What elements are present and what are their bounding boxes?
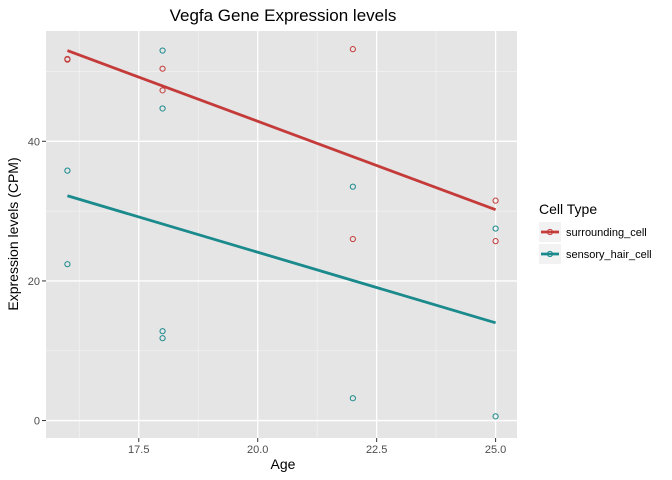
trend-lines bbox=[66, 49, 497, 325]
x-axis-title: Age bbox=[271, 456, 296, 472]
point-surrounding_cell bbox=[492, 197, 499, 204]
trend-line-sensory_hair_cell bbox=[67, 194, 496, 325]
point-sensory_hair_cell bbox=[492, 225, 499, 232]
point-surrounding_cell bbox=[349, 235, 356, 243]
point-sensory_hair_cell bbox=[349, 183, 356, 190]
y-tick-label: 40 bbox=[28, 136, 40, 148]
legend-point-surrounding_cell bbox=[546, 228, 554, 236]
point-sensory_hair_cell bbox=[159, 47, 166, 54]
point-sensory_hair_cell bbox=[159, 105, 166, 112]
point-surrounding_cell bbox=[64, 55, 71, 63]
chart-title: Vegfa Gene Expression levels bbox=[170, 6, 397, 25]
y-tick-label: 0 bbox=[34, 416, 40, 428]
grid bbox=[46, 31, 517, 438]
point-surrounding_cell bbox=[492, 238, 499, 245]
point-surrounding_cell bbox=[159, 87, 166, 94]
point-sensory_hair_cell bbox=[159, 335, 166, 342]
point-surrounding_cell bbox=[349, 46, 356, 53]
legend-title: Cell Type bbox=[539, 201, 597, 217]
x-tick-label: 17.5 bbox=[128, 444, 149, 456]
y-tick-label: 20 bbox=[28, 276, 40, 288]
x-axis: 17.5 20.0 22.5 25.0 bbox=[128, 438, 506, 456]
legend-point-sensory_hair_cell bbox=[546, 250, 554, 258]
point-sensory_hair_cell bbox=[349, 395, 356, 402]
trend-line-surrounding_cell bbox=[66, 49, 497, 212]
x-tick-label: 22.5 bbox=[366, 444, 387, 456]
legend-label-sensory_hair_cell: sensory_hair_cell bbox=[566, 249, 652, 261]
point-sensory_hair_cell bbox=[492, 413, 499, 420]
data-points bbox=[64, 46, 499, 420]
plot-panel bbox=[46, 31, 517, 438]
point-surrounding_cell bbox=[159, 65, 166, 72]
point-sensory_hair_cell bbox=[159, 328, 166, 335]
x-tick-label: 25.0 bbox=[485, 444, 506, 456]
y-axis-title: Expression levels (CPM) bbox=[5, 157, 21, 310]
x-tick-label: 20.0 bbox=[247, 444, 268, 456]
y-axis: 0 20 40 bbox=[28, 136, 46, 428]
legend-label-surrounding_cell: surrounding_cell bbox=[566, 227, 647, 239]
point-sensory_hair_cell bbox=[64, 261, 71, 268]
point-sensory_hair_cell bbox=[64, 167, 71, 174]
legend: Cell Type surrounding_cell sensory_hair_c… bbox=[539, 201, 652, 264]
